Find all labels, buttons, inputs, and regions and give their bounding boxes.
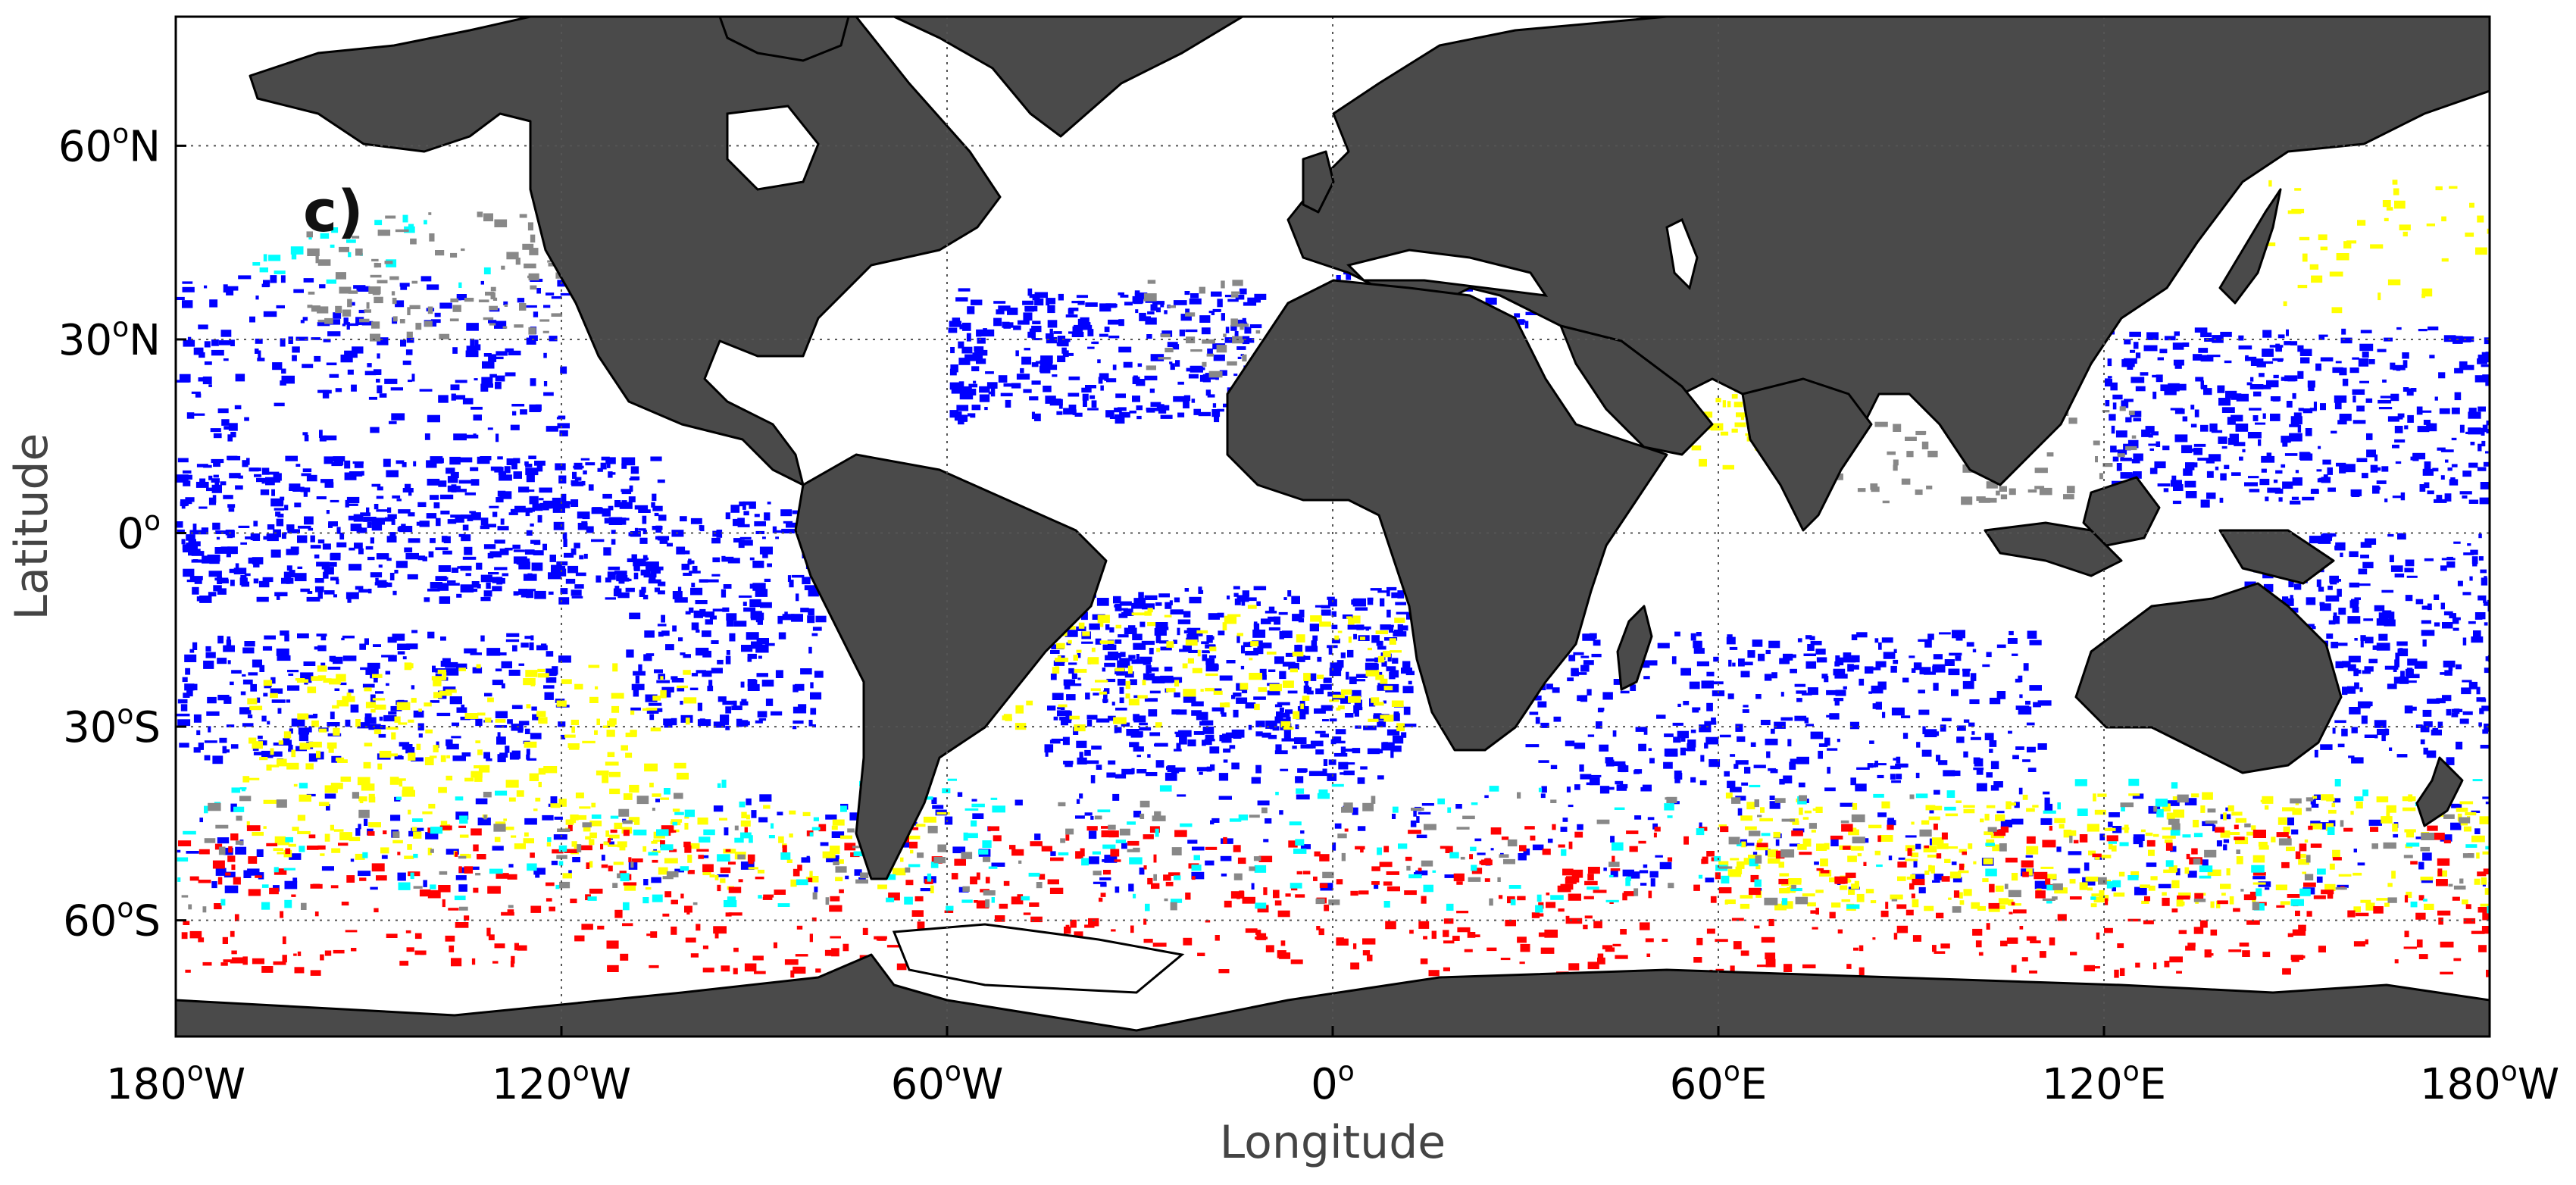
x-tick-label: 60oW xyxy=(891,1056,1004,1109)
map-plot-area: c) xyxy=(174,15,2491,1038)
data-region-blue xyxy=(176,455,668,605)
x-axis-title: Longitude xyxy=(1220,1116,1446,1169)
land-greenland xyxy=(893,17,1244,138)
land-madagascar xyxy=(1616,605,1653,691)
land-layer xyxy=(176,17,2490,1036)
y-tick-label: 30oS xyxy=(63,699,161,752)
land-borneo xyxy=(2082,476,2161,547)
inland-water-caspian xyxy=(1665,217,1699,290)
inland-water-mediterranean xyxy=(1346,249,1549,297)
y-tick-label: 30oN xyxy=(58,312,161,365)
y-tick-labels: 60oN 30oN 0o 30oS 60oS xyxy=(58,118,186,946)
y-tick-label: 60oN xyxy=(58,118,161,171)
inland-water-hudson-bay xyxy=(726,105,820,191)
data-region-gray xyxy=(181,792,2474,913)
y-axis-title: Latitude xyxy=(5,433,58,621)
y-tick-label: 60oS xyxy=(63,893,161,946)
land-indonesia xyxy=(1984,521,2123,577)
y-tick-label: 0o xyxy=(117,506,161,559)
sea-ice-antarctic xyxy=(892,923,1185,994)
land-south-america xyxy=(794,453,1108,880)
x-tick-labels: 180oW 120oW 60oW 0o 60oE 120oE 180oW xyxy=(106,1026,2559,1109)
x-tick-label: 180oW xyxy=(2420,1056,2559,1109)
land-new-guinea xyxy=(2218,529,2335,585)
data-region-yellow xyxy=(1718,792,2490,913)
land-africa xyxy=(1226,279,1668,752)
land-australia xyxy=(2074,582,2343,774)
land-arctic-islands xyxy=(718,17,850,62)
land-uk xyxy=(1302,150,1335,214)
data-region-yellow xyxy=(242,662,697,863)
land-eurasia xyxy=(1286,17,2490,486)
land-japan xyxy=(2218,188,2282,305)
data-pixel-layer xyxy=(176,180,2490,980)
land-india xyxy=(1741,377,1873,532)
x-tick-label: 120oE xyxy=(2042,1056,2166,1109)
x-tick-label: 180oW xyxy=(106,1056,245,1109)
x-tick-label: 60oE xyxy=(1670,1056,1768,1109)
x-tick-label: 0o xyxy=(1311,1056,1355,1109)
panel-label: c) xyxy=(303,177,364,245)
land-north-america xyxy=(249,17,1002,486)
land-arabia xyxy=(1559,324,1714,456)
land-new-zealand xyxy=(2415,756,2464,827)
x-tick-label: 120oW xyxy=(492,1056,631,1109)
data-region-yellow xyxy=(2265,180,2490,314)
data-region-blue xyxy=(2104,326,2490,508)
